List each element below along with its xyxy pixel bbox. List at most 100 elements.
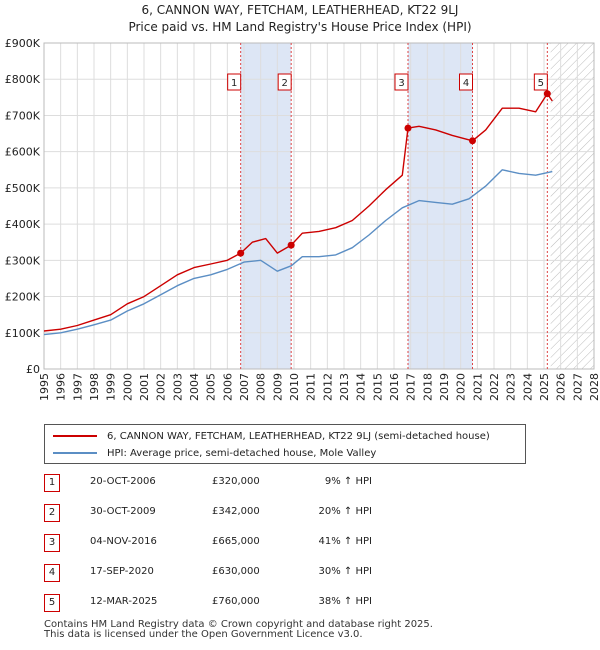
sale-marker-label: 5	[538, 78, 544, 89]
x-tick-label: 2011	[305, 373, 318, 401]
chart-title-block: 6, CANNON WAY, FETCHAM, LEATHERHEAD, KT2…	[0, 2, 600, 36]
y-tick-label: £0	[26, 363, 40, 376]
x-tick-label: 1998	[88, 373, 101, 401]
hpi-line	[43, 169, 553, 336]
sale-hpi-diff: 9% ↑ HPI	[324, 476, 372, 487]
sale-hpi-diff: 41% ↑ HPI	[318, 536, 372, 547]
x-tick-label: 2007	[238, 373, 251, 401]
sale-point	[469, 137, 476, 145]
table-row: 2 30-OCT-2009 £342,000 20% ↑ HPI	[44, 504, 464, 522]
x-tick-label: 2017	[405, 373, 418, 401]
x-tick-label: 2027	[571, 373, 584, 401]
x-tick-label: 2024	[521, 373, 534, 401]
sale-hpi-diff: 30% ↑ HPI	[318, 566, 372, 577]
x-tick-label: 2004	[188, 373, 201, 401]
sale-hpi-diff: 38% ↑ HPI	[318, 596, 372, 607]
footer: Contains HM Land Registry data © Crown c…	[44, 620, 433, 640]
x-tick-label: 2021	[471, 373, 484, 401]
table-row: 5 12-MAR-2025 £760,000 38% ↑ HPI	[44, 594, 464, 612]
sale-date: 30-OCT-2009	[90, 506, 156, 517]
sale-price: £630,000	[212, 566, 260, 577]
sale-date: 04-NOV-2016	[90, 536, 157, 547]
sale-date: 12-MAR-2025	[90, 596, 158, 607]
y-tick-label: £100K	[5, 327, 41, 340]
legend-label-property: 6, CANNON WAY, FETCHAM, LEATHERHEAD, KT2…	[107, 430, 490, 442]
sale-point	[404, 124, 412, 132]
price-chart: £0 £100K £200K £300K £400K £500K £600K £700K £80…	[5, 37, 600, 401]
x-tick-label: 1997	[71, 373, 84, 401]
x-tick-label: 2022	[488, 373, 501, 401]
x-tick-label: 2023	[505, 373, 518, 401]
x-tick-label: 2002	[155, 373, 168, 401]
sale-price: £320,000	[212, 476, 260, 487]
table-row: 3 04-NOV-2016 £665,000 41% ↑ HPI	[44, 534, 464, 552]
sale-point	[237, 249, 245, 257]
sale-marker-label: 2	[281, 78, 287, 89]
sale-price: £342,000	[212, 506, 260, 517]
x-tick-label: 2003	[171, 373, 184, 401]
legend: 6, CANNON WAY, FETCHAM, LEATHERHEAD, KT2…	[44, 424, 526, 464]
property-price-line	[43, 93, 553, 332]
x-tick-label: 2012	[321, 373, 334, 401]
x-tick-label: 2025	[538, 373, 551, 401]
sale-marker-label: 3	[398, 78, 404, 89]
table-row: 4 17-SEP-2020 £630,000 30% ↑ HPI	[44, 564, 464, 582]
x-tick-label: 2019	[438, 373, 451, 401]
x-tick-label: 2016	[388, 373, 401, 401]
x-tick-label: 2009	[271, 373, 284, 401]
x-tick-label: 2026	[555, 373, 568, 401]
x-tick-label: 2010	[288, 373, 301, 401]
legend-item-property: 6, CANNON WAY, FETCHAM, LEATHERHEAD, KT2…	[53, 428, 490, 444]
legend-swatch-blue	[53, 452, 97, 454]
sale-marker-box	[227, 73, 242, 91]
sale-marker-box	[394, 73, 409, 91]
future-hatch	[550, 43, 594, 369]
sale-marker-badge: 1	[44, 474, 60, 492]
plot-frame	[43, 42, 595, 370]
sale-hpi-diff: 20% ↑ HPI	[318, 506, 372, 517]
sale-marker-badge: 2	[44, 504, 60, 522]
shaded-period	[240, 43, 292, 369]
x-tick-label: 2018	[421, 373, 434, 401]
footer-licence: This data is licensed under the Open Gov…	[44, 629, 363, 640]
table-row: 1 20-OCT-2006 £320,000 9% ↑ HPI	[44, 474, 464, 492]
sale-marker-badge: 3	[44, 534, 60, 552]
chart-subtitle: Price paid vs. HM Land Registry's House …	[128, 20, 472, 34]
sale-price: £665,000	[212, 536, 260, 547]
x-tick-label: 2001	[138, 373, 151, 401]
y-tick-label: £800K	[5, 73, 41, 86]
sale-marker-box	[459, 73, 473, 91]
y-tick-label: £400K	[5, 218, 41, 231]
y-tick-label: £700K	[5, 109, 41, 122]
y-tick-label: £600K	[5, 146, 41, 159]
sale-price: £760,000	[212, 596, 260, 607]
x-tick-label: 1999	[105, 373, 118, 401]
sale-marker-label: 1	[231, 78, 237, 89]
x-tick-label: 1995	[38, 373, 51, 401]
footer-copyright: Contains HM Land Registry data © Crown c…	[44, 619, 433, 630]
legend-item-hpi: HPI: Average price, semi-detached house,…	[53, 445, 376, 461]
sale-point	[287, 241, 295, 249]
sale-marker-badge: 5	[44, 594, 60, 612]
sale-date: 20-OCT-2006	[90, 476, 156, 487]
sale-marker-box	[277, 73, 292, 91]
sale-date: 17-SEP-2020	[90, 566, 154, 577]
x-tick-label: 2013	[338, 373, 351, 401]
x-tick-label: 2008	[255, 373, 268, 401]
sale-marker-label: 4	[463, 78, 469, 89]
y-tick-label: £300K	[5, 254, 41, 267]
x-tick-label: 2015	[371, 373, 384, 401]
legend-swatch-red	[53, 435, 97, 437]
sale-marker-box	[533, 73, 548, 91]
chart-title: 6, CANNON WAY, FETCHAM, LEATHERHEAD, KT2…	[141, 3, 459, 17]
y-tick-label: £900K	[5, 37, 41, 50]
y-tick-label: £200K	[5, 291, 41, 304]
x-tick-label: 2006	[221, 373, 234, 401]
y-tick-label: £500K	[5, 182, 41, 195]
sale-marker-badge: 4	[44, 564, 60, 582]
sale-point	[543, 90, 551, 98]
shaded-period	[408, 43, 473, 369]
x-tick-label: 2014	[355, 373, 368, 401]
x-tick-label: 2005	[205, 373, 218, 401]
x-tick-label: 2028	[588, 373, 600, 401]
